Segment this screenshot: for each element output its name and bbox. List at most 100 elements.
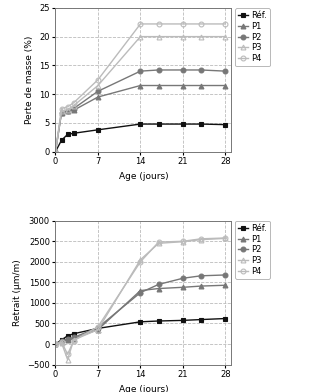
P4 [139,260,142,264]
P3 [199,237,203,242]
P1 [54,149,57,154]
P2 [157,282,160,287]
P2 [60,338,63,343]
Réf. [60,338,63,342]
P2 [223,272,227,277]
P2 [54,342,57,347]
Line: P2: P2 [53,272,228,347]
Line: P4: P4 [53,236,228,357]
P1 [157,83,160,88]
Réf. [139,122,142,126]
P4 [223,236,227,240]
Réf. [54,342,57,347]
P2 [66,337,69,341]
P4 [157,240,160,245]
P3 [199,34,203,39]
Réf. [199,122,203,126]
P1 [223,283,227,288]
Legend: Réf., P1, P2, P3, P4: Réf., P1, P2, P3, P4 [235,8,270,66]
P3 [96,83,100,88]
P2 [66,109,69,114]
P3 [54,342,57,347]
P3 [60,109,63,114]
P2 [72,335,75,340]
Line: P4: P4 [53,22,228,154]
P3 [72,103,75,108]
P2 [96,325,100,330]
Line: P3: P3 [53,34,228,154]
P2 [54,149,57,154]
P4 [199,22,203,26]
P4 [96,77,100,82]
P4 [72,338,75,343]
P4 [54,149,57,154]
P1 [181,285,185,290]
Réf. [157,122,160,126]
P2 [181,68,185,73]
P4 [223,22,227,26]
P1 [60,339,63,344]
Réf. [66,334,69,338]
Réf. [223,316,227,321]
Réf. [54,149,57,154]
Line: P2: P2 [53,67,228,154]
P1 [54,342,57,347]
P1 [60,110,63,115]
P1 [199,284,203,289]
P2 [223,69,227,73]
P4 [96,325,100,329]
Y-axis label: Retrait (μm/m): Retrait (μm/m) [13,259,22,326]
P3 [181,34,185,39]
Réf. [223,122,227,127]
Réf. [181,318,185,323]
Réf. [181,122,185,126]
P1 [139,288,142,293]
P1 [199,83,203,88]
P3 [223,236,227,241]
P1 [66,109,69,114]
P3 [181,240,185,244]
Line: P1: P1 [53,83,228,154]
X-axis label: Age (jours): Age (jours) [119,385,168,392]
P4 [157,22,160,26]
P3 [157,34,160,39]
P4 [54,342,57,347]
Réf. [199,317,203,322]
P2 [139,69,142,73]
P3 [72,338,75,342]
Legend: Réf., P1, P2, P3, P4: Réf., P1, P2, P3, P4 [235,221,270,279]
P1 [96,95,100,100]
P1 [157,286,160,291]
P2 [72,106,75,111]
P2 [199,274,203,278]
P4 [72,100,75,105]
P1 [66,338,69,342]
P4 [181,239,185,243]
P3 [223,34,227,39]
P4 [66,352,69,357]
P3 [139,258,142,262]
P4 [181,22,185,26]
P4 [60,106,63,111]
P2 [181,276,185,281]
P2 [199,68,203,73]
P4 [199,236,203,241]
P4 [139,22,142,26]
P1 [96,327,100,332]
Réf. [72,331,75,336]
X-axis label: Age (jours): Age (jours) [119,172,168,181]
Réf. [66,132,69,137]
Réf. [60,138,63,143]
Réf. [96,127,100,132]
P4 [60,339,63,344]
P3 [96,327,100,332]
Réf. [72,131,75,136]
Line: Réf.: Réf. [53,316,228,347]
Réf. [157,319,160,323]
Y-axis label: Perte de masse (%): Perte de masse (%) [25,36,34,124]
P3 [66,357,69,362]
P2 [96,89,100,94]
P3 [66,107,69,112]
P1 [181,83,185,88]
P3 [139,34,142,39]
